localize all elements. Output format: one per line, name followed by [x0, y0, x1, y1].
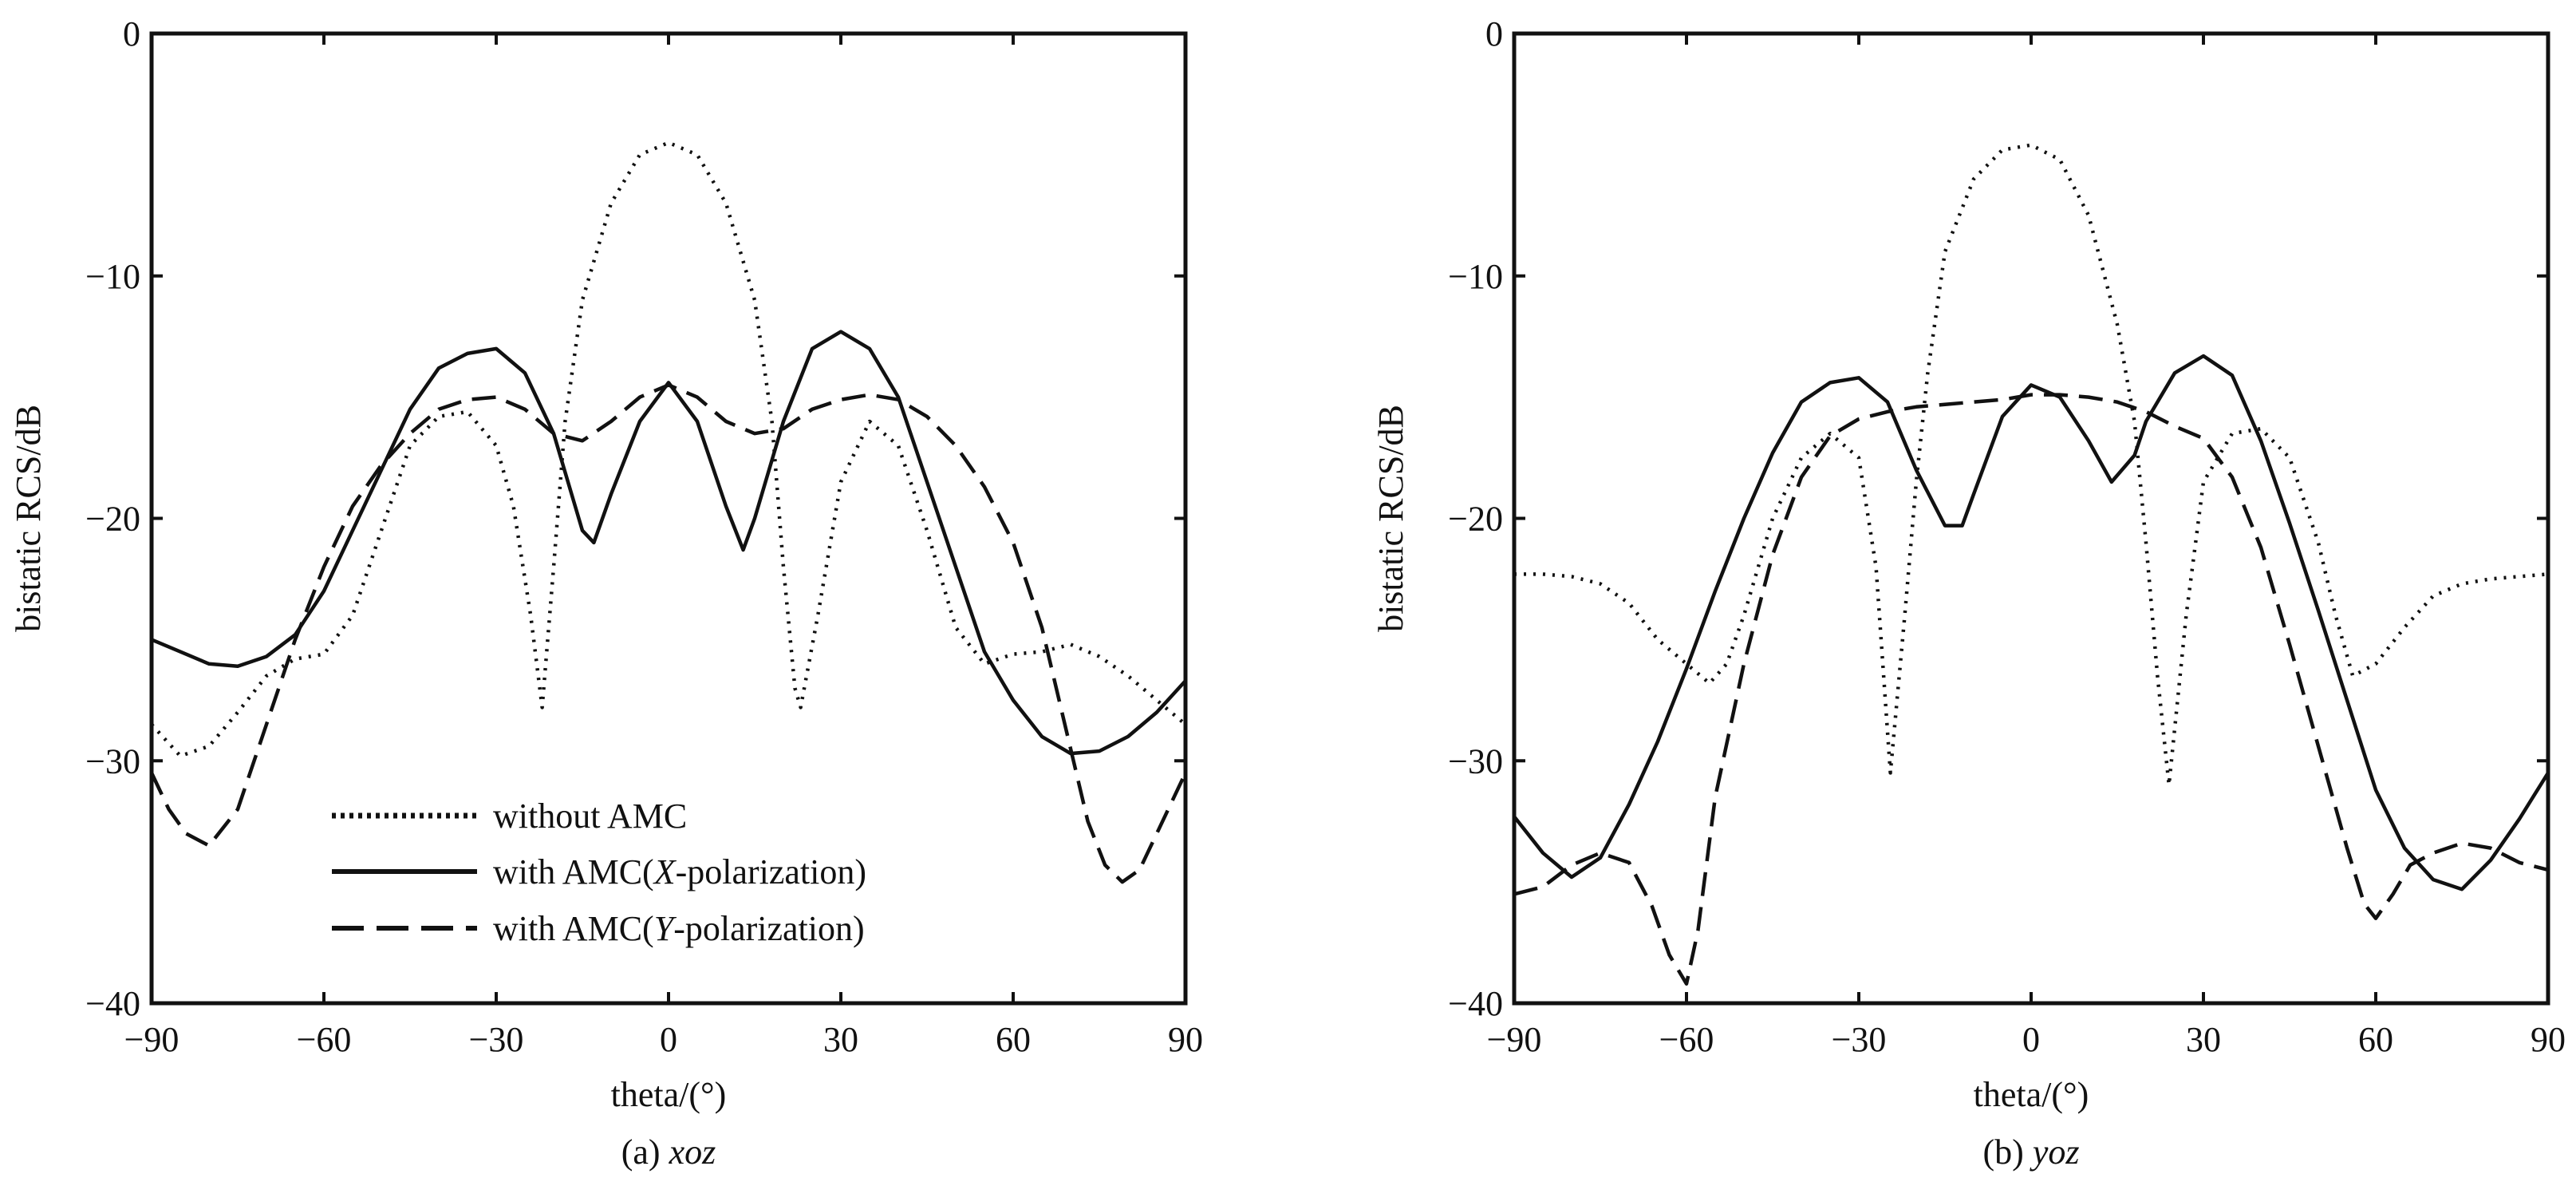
- x-tick-label: 30: [823, 1020, 858, 1059]
- x-tick-label: −30: [1832, 1020, 1887, 1059]
- panel-a-xoz: −90 −60 −30 0 30 60 90 −40 −30 −20 −10 0 theta/(°) bi…: [9, 14, 1203, 1172]
- caption-label: (a): [621, 1133, 669, 1172]
- y-tick-label: 0: [1485, 14, 1503, 53]
- y-tick-label: −10: [1448, 257, 1503, 296]
- x-tick-label: 90: [2531, 1020, 2566, 1059]
- y-tick-label: −40: [85, 984, 140, 1023]
- plot-frame: [1512, 31, 2550, 1006]
- x-tick-label: 60: [996, 1020, 1031, 1059]
- x-tick-label: 60: [2358, 1020, 2393, 1059]
- panel-caption: (b) yoz: [1983, 1133, 2080, 1172]
- legend-label: without AMC: [493, 797, 687, 836]
- series-line-dotted: [150, 140, 1187, 758]
- caption-label: (b): [1983, 1133, 2033, 1172]
- caption-plane: yoz: [2030, 1133, 2080, 1172]
- y-axis-title: bistatic RCS/dB: [1371, 405, 1410, 632]
- y-tick-label: 0: [123, 14, 140, 53]
- series-line-dashed: [149, 383, 1188, 884]
- series-line-dotted: [1514, 143, 2549, 787]
- legend-label: with AMC(X-polarization): [493, 852, 866, 891]
- series-line-solid: [1513, 354, 2550, 891]
- legend-label: with AMC(Y-polarization): [493, 909, 865, 948]
- series-line-solid: [151, 330, 1187, 756]
- y-tick-label: −30: [85, 741, 140, 781]
- y-axis-title: bistatic RCS/dB: [9, 405, 48, 632]
- y-tick-label: −30: [1448, 741, 1503, 781]
- x-tick-label: 90: [1168, 1020, 1203, 1059]
- x-tick-label: 30: [2186, 1020, 2221, 1059]
- caption-plane: xoz: [669, 1133, 716, 1172]
- y-tick-label: −40: [1448, 984, 1503, 1023]
- x-tick-label: 0: [2022, 1020, 2040, 1059]
- y-tick-label: −20: [1448, 500, 1503, 539]
- y-tick-label: −10: [85, 257, 140, 296]
- panel-caption: (a) xoz: [621, 1133, 716, 1172]
- y-tick-label: −20: [85, 500, 140, 539]
- x-axis-title: theta/(°): [611, 1075, 727, 1114]
- x-tick-label: −90: [124, 1020, 179, 1059]
- x-tick-label: −90: [1487, 1020, 1542, 1059]
- x-tick-label: −30: [469, 1020, 524, 1059]
- x-axis-title: theta/(°): [1974, 1075, 2089, 1114]
- x-tick-label: −60: [297, 1020, 352, 1059]
- panel-b-yoz: −90 −60 −30 0 30 60 90 −40 −30 −20 −10 0 theta/(°) bi…: [1371, 14, 2566, 1172]
- x-tick-label: −60: [1659, 1020, 1714, 1059]
- series-line-dashed: [1513, 393, 2549, 986]
- x-tick-label: 0: [660, 1020, 677, 1059]
